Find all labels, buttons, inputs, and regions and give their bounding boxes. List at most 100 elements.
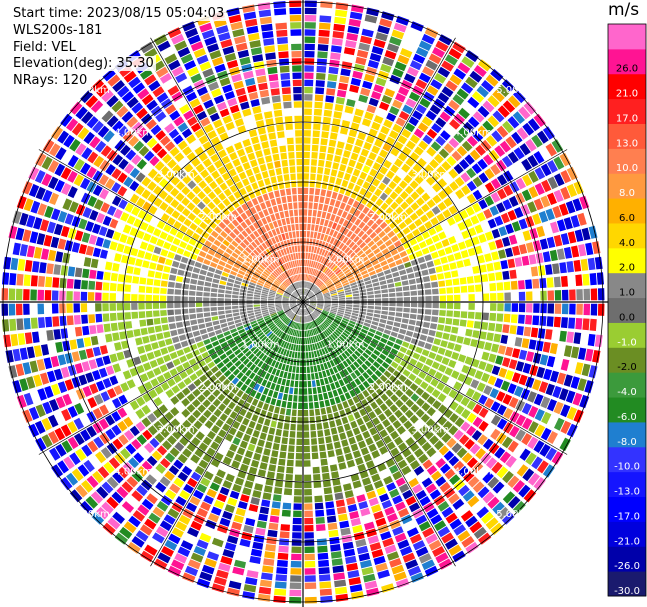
range-gate-cell <box>175 521 188 532</box>
range-gate-cell <box>268 522 279 531</box>
range-gate-cell <box>213 95 225 105</box>
range-gate-cell <box>155 130 166 141</box>
range-gate-cell <box>340 527 351 536</box>
range-gate-cell <box>158 190 168 200</box>
range-gate-cell <box>296 260 299 267</box>
range-gate-cell <box>51 464 64 478</box>
range-gate-cell <box>239 292 247 296</box>
range-gate-cell <box>300 323 302 330</box>
range-gate-cell <box>339 520 350 529</box>
range-gate-cell <box>272 494 282 502</box>
range-gate-cell <box>119 331 127 340</box>
range-gate-cell <box>387 283 395 288</box>
range-gate-cell <box>540 303 547 314</box>
range-gate-cell <box>313 287 319 293</box>
range-gate-cell <box>139 241 148 250</box>
range-gate-cell <box>410 308 418 314</box>
range-gate-cell <box>303 309 305 316</box>
range-gate-cell <box>217 202 226 211</box>
range-gate-cell <box>307 260 310 267</box>
range-gate-cell <box>449 413 459 423</box>
range-gate-cell <box>386 43 400 53</box>
range-gate-cell <box>326 508 336 516</box>
range-gate-cell <box>496 391 506 402</box>
range-gate-cell <box>519 448 531 461</box>
range-gate-cell <box>452 278 460 286</box>
range-gate-cell <box>313 311 319 316</box>
range-gate-cell <box>139 373 149 383</box>
range-gate-cell <box>518 291 526 301</box>
range-gate-cell <box>249 282 256 287</box>
range-gate-cell <box>418 40 432 51</box>
range-gate-cell <box>536 225 546 238</box>
range-gate-cell <box>324 299 331 301</box>
range-gate-cell <box>285 290 291 295</box>
range-gate-cell <box>303 297 308 302</box>
range-gate-cell <box>203 495 214 505</box>
range-gate-cell <box>62 340 71 352</box>
range-gate-cell <box>158 178 169 188</box>
range-gate-cell <box>187 383 197 392</box>
range-gate-cell <box>28 423 40 438</box>
range-gate-cell <box>463 471 475 483</box>
range-gate-cell <box>335 96 345 105</box>
range-gate-cell <box>237 501 248 510</box>
range-gate-cell <box>425 176 436 186</box>
range-gate-cell <box>537 265 546 276</box>
range-gate-cell <box>313 116 322 123</box>
range-gate-cell <box>292 532 302 539</box>
range-gate-cell <box>359 470 369 479</box>
range-gate-cell <box>476 212 486 222</box>
range-gate-cell <box>343 446 351 454</box>
range-gate-cell <box>159 364 168 373</box>
range-gate-cell <box>242 457 251 466</box>
range-gate-cell <box>274 328 281 335</box>
range-gate-cell <box>212 320 220 326</box>
range-gate-cell <box>276 37 288 45</box>
range-gate-cell <box>341 534 353 543</box>
range-gate-cell <box>418 72 431 83</box>
range-gate-cell <box>41 417 52 431</box>
range-gate-cell <box>193 378 202 387</box>
range-gate-cell <box>453 132 465 144</box>
range-gate-cell <box>374 290 381 294</box>
range-gate-cell <box>486 262 494 272</box>
range-gate-cell <box>139 319 147 327</box>
range-gate-cell <box>375 198 384 207</box>
range-gate-cell <box>277 175 284 183</box>
range-gate-cell <box>473 65 487 78</box>
range-gate-cell <box>279 531 290 539</box>
range-gate-cell <box>96 380 106 392</box>
range-gate-cell <box>432 309 439 316</box>
range-gate-cell <box>306 282 310 289</box>
range-gate-cell <box>296 231 300 238</box>
range-gate-cell <box>255 350 262 357</box>
range-gate-cell <box>460 396 470 407</box>
range-gate-cell <box>428 53 442 65</box>
range-gate-cell <box>408 278 416 285</box>
range-gate-cell <box>344 407 352 416</box>
range-gate-cell <box>245 386 253 395</box>
range-gate-cell <box>419 169 429 180</box>
range-gate-cell <box>285 474 293 481</box>
azimuth-spoke <box>302 37 456 303</box>
range-gate-cell <box>331 296 338 299</box>
range-gate-cell <box>454 294 461 302</box>
range-gate-cell <box>243 276 251 281</box>
range-gate-cell <box>285 327 290 334</box>
range-gate-cell <box>248 504 259 513</box>
range-gate-cell <box>409 414 419 424</box>
range-gate-cell <box>400 546 413 556</box>
range-gate-cell <box>300 288 302 295</box>
range-gate-cell <box>373 349 381 356</box>
range-gate-cell <box>257 469 266 477</box>
range-gate-cell <box>217 384 226 392</box>
range-gate-cell <box>304 65 314 72</box>
range-gate-cell <box>329 324 336 331</box>
range-gate-cell <box>272 376 279 384</box>
range-gate-cell <box>373 115 384 124</box>
range-gate-cell <box>211 424 220 434</box>
range-gate-cell <box>109 303 116 311</box>
range-gate-cell <box>559 437 571 452</box>
range-gate-cell <box>283 356 288 364</box>
